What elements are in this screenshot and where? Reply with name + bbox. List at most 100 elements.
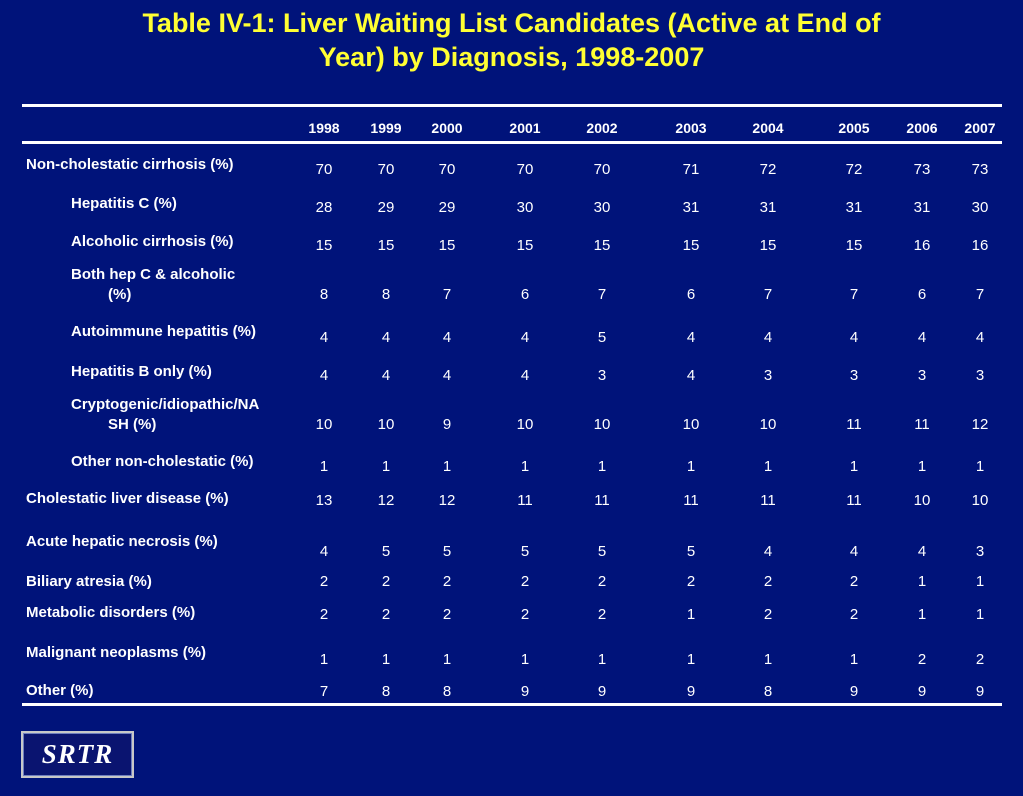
table-cell: 3: [917, 367, 927, 384]
table-cell: 11: [594, 492, 610, 509]
table-cell: 6: [686, 286, 696, 303]
row-label-line-1: Both hep C & alcoholic: [71, 266, 236, 283]
table-cell: 9: [442, 416, 452, 433]
row-label: Hepatitis C (%): [71, 195, 177, 212]
srtr-logo: SRTR: [21, 731, 134, 778]
table-cell: 10: [377, 416, 395, 433]
table-cell: 4: [763, 543, 773, 560]
row-label: Other (%): [26, 682, 94, 699]
column-header-year: 2000: [431, 120, 463, 136]
table-cell: 31: [682, 199, 700, 216]
table-cell: 1: [917, 606, 927, 623]
table-cell: 29: [438, 199, 456, 216]
table-cell: 11: [517, 492, 533, 509]
table-cell: 5: [597, 329, 607, 346]
table-cell: 15: [438, 237, 456, 254]
table-cell: 1: [917, 458, 927, 475]
table-cell: 2: [381, 606, 391, 623]
table-top-rule: [22, 104, 1002, 107]
table-cell: 3: [597, 367, 607, 384]
table-cell: 3: [975, 543, 985, 560]
table-cell: 1: [975, 606, 985, 623]
row-label: Acute hepatic necrosis (%): [26, 533, 218, 550]
table-cell: 8: [319, 286, 329, 303]
table-cell: 1: [520, 458, 530, 475]
table-cell: 9: [849, 683, 859, 700]
table-cell: 9: [917, 683, 927, 700]
table-cell: 4: [849, 329, 859, 346]
table-cell: 2: [763, 573, 773, 590]
table-cell: 2: [975, 651, 985, 668]
row-label-line-1: Cryptogenic/idiopathic/NA: [71, 396, 260, 413]
table-cell: 2: [520, 573, 530, 590]
table-cell: 1: [686, 651, 696, 668]
table-cell: 4: [686, 329, 696, 346]
table-cell: 11: [846, 416, 862, 433]
table-cell: 70: [438, 161, 456, 178]
table-cell: 11: [683, 492, 699, 509]
title-line-1: Table IV-1: Liver Waiting List Candidate…: [142, 8, 881, 38]
table-cell: 70: [516, 161, 534, 178]
table-cell: 3: [975, 367, 985, 384]
table-cell: 15: [759, 237, 777, 254]
row-label: Malignant neoplasms (%): [26, 644, 207, 661]
table-cell: 10: [759, 416, 777, 433]
table-cell: 31: [759, 199, 777, 216]
table-cell: 70: [593, 161, 611, 178]
row-label: Metabolic disorders (%): [26, 604, 196, 621]
table-cell: 4: [849, 543, 859, 560]
table-cell: 8: [381, 683, 391, 700]
table-cell: 7: [975, 286, 985, 303]
table-cell: 1: [763, 458, 773, 475]
table-cell: 31: [913, 199, 931, 216]
table-cell: 1: [319, 651, 329, 668]
row-label: Non-cholestatic cirrhosis (%): [26, 156, 234, 173]
table-cell: 1: [917, 573, 927, 590]
row-label: Hepatitis B only (%): [71, 363, 212, 380]
table-cell: 15: [845, 237, 863, 254]
column-header-year: 2005: [838, 120, 870, 136]
page-title: Table IV-1: Liver Waiting List Candidate…: [0, 6, 1023, 74]
table-cell: 12: [438, 492, 456, 509]
table-cell: 11: [846, 492, 862, 509]
table-cell: 1: [319, 458, 329, 475]
table-cell: 6: [520, 286, 530, 303]
table-cell: 15: [682, 237, 700, 254]
title-line-2: Year) by Diagnosis, 1998-2007: [318, 42, 705, 72]
table-cell: 4: [442, 367, 452, 384]
table-cell: 12: [971, 416, 989, 433]
table-cell: 7: [442, 286, 452, 303]
table-cell: 10: [971, 492, 989, 509]
table-cell: 2: [597, 606, 607, 623]
table-cell: 3: [849, 367, 859, 384]
table-cell: 1: [849, 651, 859, 668]
table-cell: 70: [377, 161, 395, 178]
table-cell: 2: [597, 573, 607, 590]
table-cell: 9: [597, 683, 607, 700]
table-cell: 2: [520, 606, 530, 623]
table-cell: 2: [686, 573, 696, 590]
table-cell: 4: [975, 329, 985, 346]
table-cell: 15: [315, 237, 333, 254]
table-cell: 31: [845, 199, 863, 216]
table-cell: 72: [759, 161, 777, 178]
table-cell: 4: [763, 329, 773, 346]
table-cell: 6: [917, 286, 927, 303]
row-label-line-2: SH (%): [108, 416, 157, 433]
table-cell: 30: [516, 199, 534, 216]
table-cell: 15: [516, 237, 534, 254]
table-cell: 13: [315, 492, 333, 509]
table-cell: 1: [975, 573, 985, 590]
table-cell: 4: [520, 367, 530, 384]
table-cell: 2: [381, 573, 391, 590]
table-cell: 4: [319, 329, 329, 346]
row-label: Cholestatic liver disease (%): [26, 490, 229, 507]
table-cell: 5: [686, 543, 696, 560]
table-cell: 10: [315, 416, 333, 433]
column-header-year: 2006: [906, 120, 938, 136]
table-cell: 2: [319, 606, 329, 623]
table-cell: 10: [682, 416, 700, 433]
table-cell: 15: [593, 237, 611, 254]
table-cell: 1: [381, 458, 391, 475]
table-cell: 4: [319, 543, 329, 560]
